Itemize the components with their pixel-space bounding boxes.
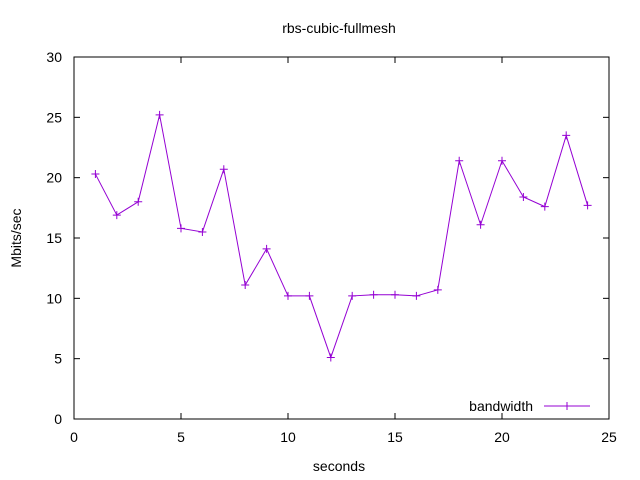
data-point [262, 244, 271, 253]
y-tick-label: 15 [46, 230, 62, 246]
plot-frame [73, 56, 610, 420]
data-point [198, 227, 207, 236]
x-axis: 0 5 10 15 20 25 [70, 57, 617, 445]
x-tick-label: 25 [601, 429, 617, 445]
y-tick-label: 5 [54, 351, 62, 367]
x-tick-label: 15 [387, 429, 403, 445]
x-tick-label: 5 [177, 429, 185, 445]
data-point [519, 192, 528, 201]
data-point [369, 290, 378, 299]
chart-title: rbs-cubic-fullmesh [282, 20, 396, 36]
y-tick-label: 0 [54, 411, 62, 427]
data-point [476, 220, 485, 229]
series-line [94, 114, 589, 359]
x-axis-label: seconds [313, 458, 365, 474]
x-tick-label: 0 [70, 429, 78, 445]
y-tick-label: 10 [46, 290, 62, 306]
y-axis: 0 5 10 15 20 25 30 [46, 49, 609, 427]
y-tick-label: 20 [46, 170, 62, 186]
data-point [583, 201, 592, 210]
data-point [177, 224, 185, 233]
data-point [241, 281, 250, 290]
data-point [348, 291, 357, 300]
data-point [412, 291, 421, 300]
data-point [91, 170, 100, 179]
y-tick-label: 25 [46, 109, 62, 125]
legend-label: bandwidth [469, 398, 533, 414]
data-point [134, 197, 143, 206]
data-point [112, 211, 121, 220]
x-tick-label: 20 [494, 429, 510, 445]
data-point [284, 291, 292, 300]
y-tick-label: 30 [46, 49, 62, 65]
data-point [326, 353, 335, 362]
legend: bandwidth [469, 398, 590, 414]
data-point [391, 290, 399, 299]
legend-marker [563, 402, 571, 410]
data-point [540, 202, 549, 211]
data-point [562, 131, 571, 140]
data-point [155, 110, 164, 119]
data-point [305, 291, 314, 300]
data-point [498, 156, 506, 165]
y-axis-label: Mbits/sec [8, 208, 24, 267]
series-layer [91, 110, 592, 362]
x-tick-label: 10 [280, 429, 296, 445]
data-point [455, 156, 464, 165]
data-point [433, 285, 442, 294]
data-point [219, 165, 228, 174]
